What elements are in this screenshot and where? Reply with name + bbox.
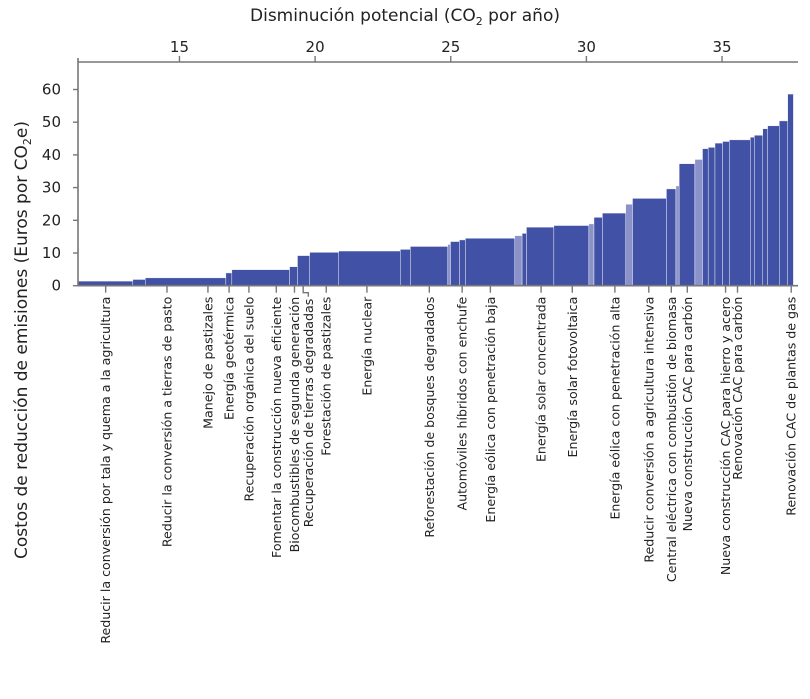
category-label: Renovación CAC para carbón (730, 297, 745, 480)
bar (289, 266, 298, 286)
bar (762, 128, 768, 286)
y-axis-title-main: Costos de reducción de emisiones (Euros … (12, 145, 32, 559)
y-tick-label: 60 (42, 81, 61, 99)
x-tick-label: 30 (577, 38, 596, 56)
bar (707, 147, 716, 286)
y-tick-label: 50 (42, 113, 61, 131)
bar (729, 139, 751, 286)
y-axis-title: Costos de reducción de emisiones (Euros … (12, 121, 34, 559)
y-tick-label: 0 (51, 277, 61, 295)
bar (521, 233, 527, 286)
category-label: Reducir la conversión por tala y quema a… (98, 297, 113, 644)
category-label: Energía eólica con penetración baja (483, 297, 498, 523)
category-label: Manejo de pastizales (200, 297, 215, 429)
category-label: Reforestación de bosques degradados (422, 297, 437, 538)
category-label: Automóviles híbridos con enchufe (455, 296, 470, 510)
y-tick-label: 40 (42, 146, 61, 164)
axes-group: 15 20 25 30 35 0 10 20 30 40 50 60 (42, 38, 798, 295)
bar (459, 239, 466, 286)
category-label: Renovación CAC de plantas de gas (784, 297, 799, 516)
category-label: Reducir la conversión a tierras de pasto (159, 296, 174, 547)
category-label: Recuperación orgánica del suelo (241, 296, 256, 501)
category-label: Energía nuclear (359, 296, 374, 396)
bar (132, 279, 146, 286)
bar (754, 135, 763, 286)
bar (632, 198, 667, 286)
x-axis-title: Disminución potencial (CO2 por año) (250, 6, 560, 28)
y-tick-label: 10 (42, 244, 61, 262)
x-tick-label: 20 (306, 38, 325, 56)
category-leader-line (302, 285, 310, 297)
category-label: Biocombustibles de segunda generación (287, 297, 302, 553)
bar (297, 255, 310, 286)
bar (231, 269, 290, 286)
category-label: Nueva construcción CAC para hierro y ace… (718, 296, 733, 575)
category-label: Energía eólica con penetración alta (607, 297, 622, 520)
bar (447, 244, 451, 286)
x-tick-label: 25 (441, 38, 460, 56)
category-label: Energía geotérmica (222, 297, 237, 420)
bar (225, 272, 233, 286)
category-label: Recuperación de tierras degradadas (301, 299, 316, 528)
bar (553, 225, 590, 286)
bar (309, 252, 339, 286)
bar (714, 142, 723, 286)
bar (666, 188, 677, 286)
bar (514, 235, 523, 286)
y-tick-label: 20 (42, 211, 61, 229)
bar (675, 185, 680, 286)
bar (750, 136, 755, 286)
bar (338, 250, 401, 286)
bar (694, 159, 703, 286)
bar (625, 204, 633, 286)
y-tick-label: 30 (42, 179, 61, 197)
bar (588, 223, 595, 286)
category-label: Reducir conversión a agricultura intensi… (641, 297, 656, 563)
bar (593, 217, 603, 286)
bar (702, 148, 709, 286)
bar (400, 249, 411, 286)
bar (526, 226, 555, 286)
y-axis-title-subscript: 2 (21, 138, 34, 145)
bar (722, 141, 730, 286)
x-axis-title-main: Disminución potencial (CO (250, 6, 476, 26)
bar (410, 246, 449, 286)
bar (767, 125, 780, 286)
bar (779, 120, 788, 286)
y-axis-title-end: e) (12, 121, 32, 138)
category-label: Central eléctrica con combustión de biom… (664, 297, 679, 582)
bar (678, 163, 696, 286)
x-tick-label: 15 (170, 38, 189, 56)
x-tick-label: 35 (712, 38, 731, 56)
bar (787, 93, 794, 286)
category-label: Energía solar concentrada (534, 297, 549, 462)
category-labels-group: Reducir la conversión por tala y quema a… (98, 285, 799, 644)
bar (465, 238, 516, 286)
x-axis-title-end: por año) (483, 6, 560, 26)
category-label: Forestación de pastizales (319, 297, 334, 456)
bar (145, 277, 227, 286)
bar (450, 241, 460, 286)
category-label: Energía solar fotovoltaica (565, 297, 580, 458)
category-label: Fomentar la construcción nueva eficiente (269, 296, 284, 558)
category-label: Nueva construcción CAC para carbón (680, 297, 695, 532)
x-axis-title-subscript: 2 (476, 15, 483, 28)
bar (602, 212, 626, 286)
bars-group (77, 93, 794, 286)
